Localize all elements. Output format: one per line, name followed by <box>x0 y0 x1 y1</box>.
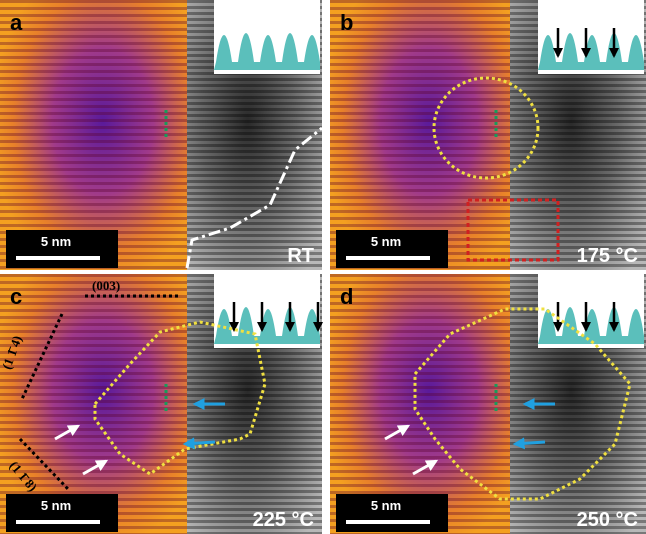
panel: 5 nm b 175 °C <box>330 0 646 270</box>
scale-label: 5 nm <box>371 498 401 513</box>
lattice <box>0 0 187 270</box>
panel: 5 nm a RT <box>0 0 322 270</box>
panel: 5 nm d 250 °C <box>330 274 646 534</box>
condition: 225 °C <box>253 509 314 531</box>
condition: 250 °C <box>577 509 638 531</box>
scale-label: 5 nm <box>41 498 71 513</box>
lattice <box>330 0 510 270</box>
panel-label: a <box>10 10 23 35</box>
page: {"panels": [ {"label": "a", "condition":… <box>0 0 646 534</box>
panel-label: b <box>340 10 353 35</box>
plane-label: (003) <box>92 278 120 293</box>
figure: 5 nmaRT5 nmb175 °C5 nmc225 °C(003)(1 1̄ … <box>0 0 646 534</box>
panel-label: c <box>10 284 22 309</box>
condition: 175 °C <box>577 245 638 267</box>
scale-label: 5 nm <box>41 234 71 249</box>
blue-arrow <box>515 442 545 444</box>
scale-label: 5 nm <box>371 234 401 249</box>
panel-label: d <box>340 284 353 309</box>
blue-arrow <box>185 442 215 444</box>
condition: RT <box>287 245 314 267</box>
